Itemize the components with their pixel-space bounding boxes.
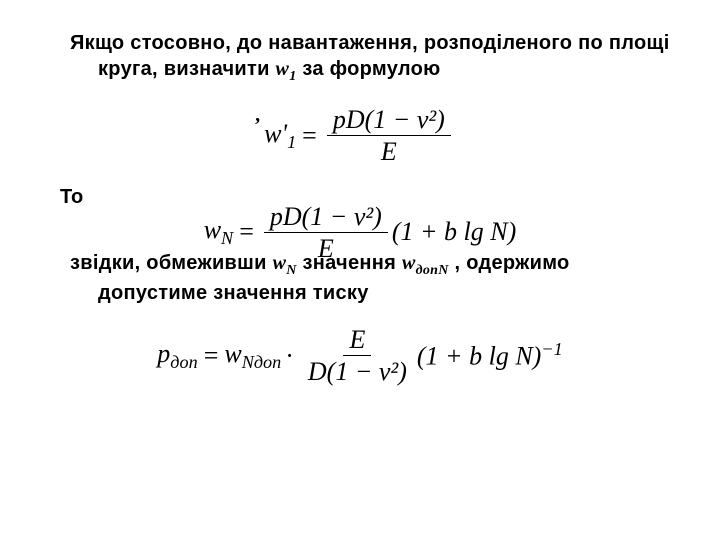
f3-lhs-sub: доп [170,352,197,372]
f1-lhs-symbol: w'1 [260,119,296,153]
symbol-wN: wN [273,252,297,274]
f3-lhs-base: p [157,339,170,368]
f3-eq: = [204,341,219,371]
para2-text-a: звідки, обмеживши [70,252,273,274]
f3-mid-symbol: wNдоп [224,339,281,373]
formula-1-rhs: pD(1 − ν²) E [323,104,455,167]
formula-2-lhs: wN [204,215,233,249]
formula-3: pдоп = wNдоп · E D(1 − ν²) (1 + b lg N)−… [40,324,680,387]
wdopN-base: w [402,252,416,274]
f3-tail: (1 + b lg N)−1 [417,339,563,372]
f3-dot: · [285,341,294,371]
f1-lhs-sub: 1 [287,132,296,152]
f3-mid-base: w [224,339,241,368]
f3-tail-exp: −1 [541,339,562,359]
w1-sub: 1 [289,69,296,84]
formula-1-lhs: w'1 [260,119,296,153]
f2-tail: (1 + b lg N) [392,217,516,247]
f3-tail-body: (1 + b lg N) [417,342,541,371]
f2-lhs-sub: N [221,228,233,248]
f3-mid-sub: Nдоп [242,352,282,372]
f1-lhs-base: w [264,119,281,148]
wdopN-sub: допN [416,263,449,278]
para2-text-b: значення [297,252,402,274]
f3-den: D(1 − ν²) [302,356,413,387]
symbol-wdopN: wдопN [402,252,449,274]
formula-1: , w'1 = pD(1 − ν²) E [40,104,680,167]
symbol-w1: w1 [276,58,297,80]
f1-num: pD(1 − ν²) [327,104,451,136]
paragraph-2: звідки, обмеживши wN значення wдопN , од… [40,250,680,306]
wN-base: w [273,252,287,274]
w1-base: w [276,58,290,80]
paragraph-1: Якщо стосовно, до навантаження, розподіл… [40,30,680,86]
formula-3-lhs: pдоп [157,339,197,373]
wN-sub: N [286,263,296,278]
f3-num: E [343,324,371,356]
f1-fraction: pD(1 − ν²) E [327,104,451,167]
f1-eq: = [302,121,317,151]
formula-3-rhs: wNдоп · E D(1 − ν²) (1 + b lg N)−1 [224,324,562,387]
f2-lhs-base: w [204,215,221,244]
f2-lhs-symbol: wN [204,215,233,249]
f2-eq: = [239,217,254,247]
f1-den: E [375,136,403,167]
para1-text-b: за формулою [297,58,441,80]
f3-fraction: E D(1 − ν²) [302,324,413,387]
f2-num: pD(1 − ν²) [264,201,388,233]
f3-lhs-symbol: pдоп [157,339,197,373]
